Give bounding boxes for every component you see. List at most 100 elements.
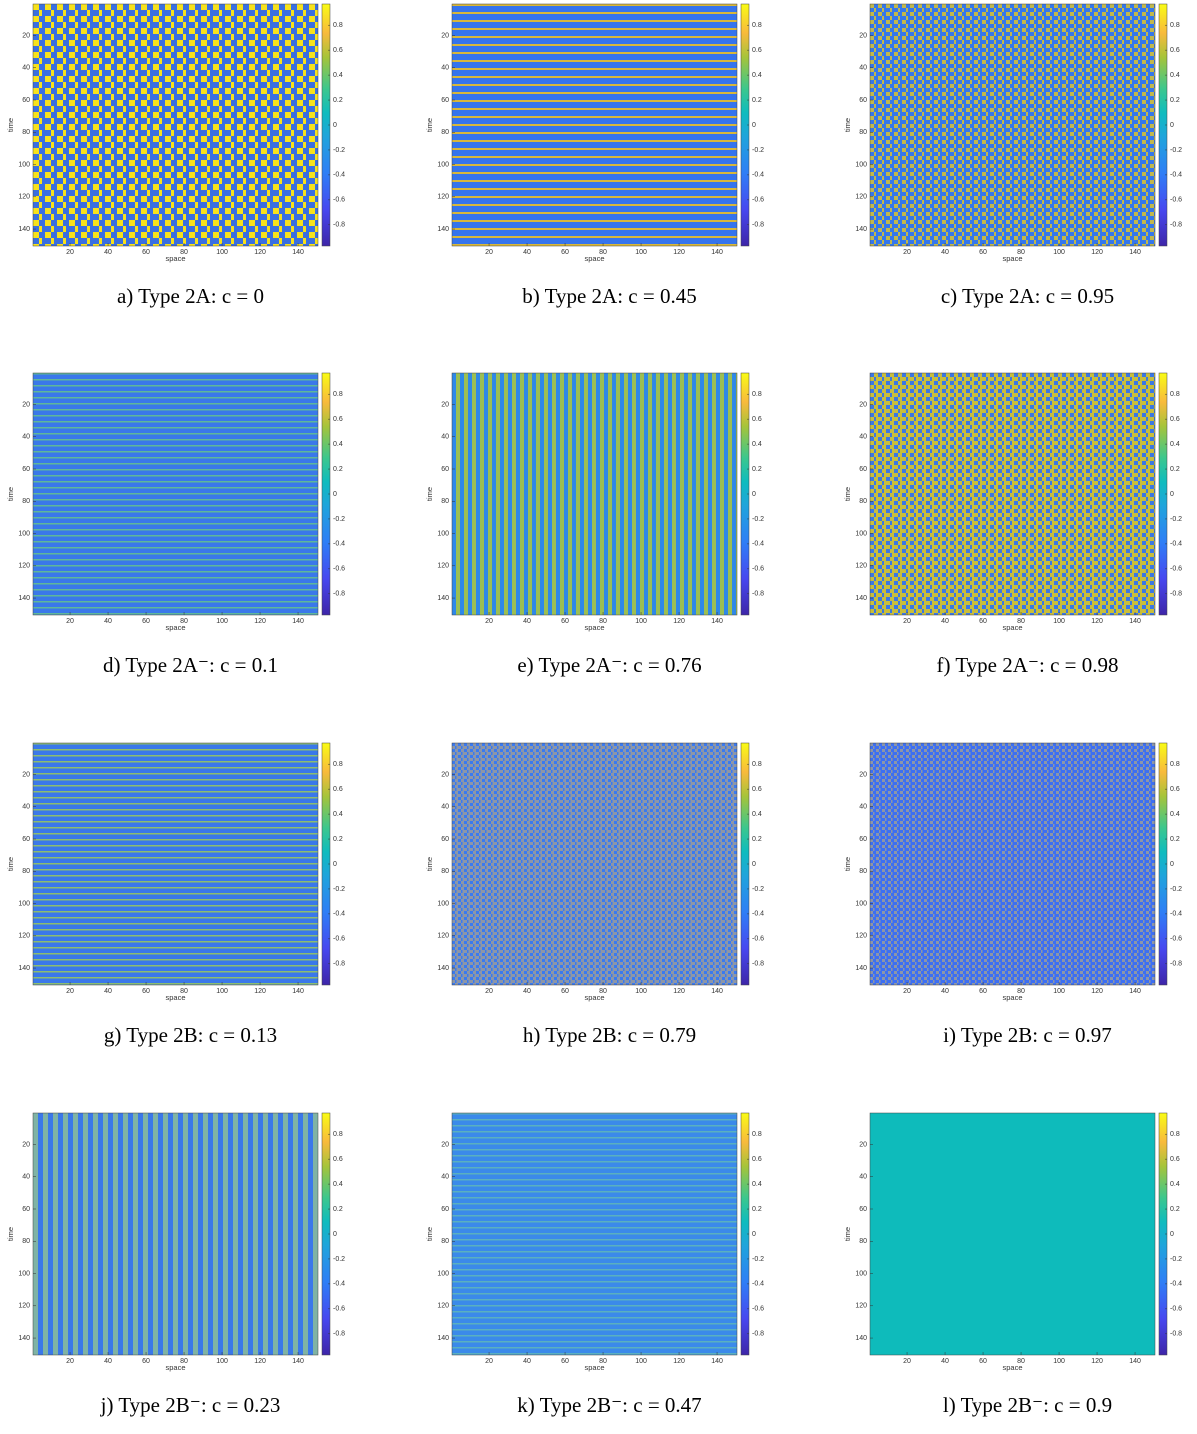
y-tick-label: 20	[441, 771, 449, 778]
x-tick-label: 120	[254, 618, 266, 625]
x-tick-label: 80	[1017, 249, 1025, 256]
colorbar-tick-label: 0.8	[1170, 22, 1180, 29]
x-tick-label: 140	[292, 1358, 304, 1365]
x-axis-label: space	[584, 1363, 604, 1372]
caption: i) Type 2B: c = 0.97	[943, 1023, 1112, 1047]
x-tick-label: 100	[635, 618, 647, 625]
x-tick-label: 140	[292, 988, 304, 995]
colorbar-tick-label: -0.4	[752, 1281, 764, 1288]
y-axis-label: time	[425, 118, 434, 132]
y-tick-label: 100	[855, 530, 867, 537]
x-tick-label: 120	[1091, 249, 1103, 256]
x-tick-label: 40	[941, 988, 949, 995]
y-tick-label: 80	[22, 1238, 30, 1245]
y-axis-label: time	[6, 487, 15, 501]
colorbar-tick-label: -0.6	[752, 1306, 764, 1313]
x-tick-label: 20	[903, 249, 911, 256]
x-axis-label: space	[165, 254, 185, 263]
caption: h) Type 2B: c = 0.79	[523, 1023, 696, 1047]
colorbar-tick-label: -0.8	[333, 222, 345, 229]
colorbar-tick-label: -0.4	[752, 541, 764, 548]
y-tick-label: 40	[441, 1174, 449, 1181]
x-tick-label: 120	[673, 988, 685, 995]
x-tick-label: 60	[979, 618, 987, 625]
colorbar-tick-label: -0.2	[333, 516, 345, 523]
colorbar-tick-label: 0	[1170, 122, 1174, 129]
heatmap	[32, 742, 319, 986]
colorbar-tick-label: 0.2	[752, 97, 762, 104]
colorbar-tick-label: 0	[752, 1231, 756, 1238]
x-tick-label: 80	[180, 1358, 188, 1365]
y-tick-label: 120	[855, 1303, 867, 1310]
x-tick-label: 60	[142, 618, 150, 625]
colorbar-tick-label: 0.8	[1170, 761, 1180, 768]
colorbar-tick-label: 0.4	[333, 72, 343, 79]
y-tick-label: 40	[859, 1174, 867, 1181]
colorbar-tick-label: 0.4	[333, 441, 343, 448]
x-tick-label: 40	[941, 618, 949, 625]
colorbar-tick-label: -0.8	[752, 1331, 764, 1338]
colorbar-tick-label: 0.8	[1170, 391, 1180, 398]
y-tick-label: 100	[437, 1270, 449, 1277]
x-tick-label: 100	[1053, 988, 1065, 995]
colorbar-tick-label: -0.4	[1170, 172, 1182, 179]
y-tick-label: 40	[441, 65, 449, 72]
x-tick-label: 140	[1129, 1358, 1141, 1365]
y-tick-label: 40	[859, 434, 867, 441]
caption: a) Type 2A: c = 0	[117, 284, 264, 308]
colorbar-tick-label: -0.8	[333, 591, 345, 598]
caption: b) Type 2A: c = 0.45	[522, 284, 696, 308]
colorbar-tick-label: 0.6	[333, 786, 343, 793]
y-tick-label: 40	[22, 1174, 30, 1181]
colorbar-tick-label: -0.6	[333, 936, 345, 943]
x-tick-label: 80	[180, 249, 188, 256]
heatmap	[32, 3, 319, 247]
x-tick-label: 40	[941, 1358, 949, 1365]
y-axis-label: time	[843, 487, 852, 501]
colorbar-tick-label: -0.6	[1170, 1306, 1182, 1313]
caption: k) Type 2B⁻: c = 0.47	[517, 1393, 701, 1417]
colorbar-tick-label: -0.4	[1170, 911, 1182, 918]
y-tick-label: 140	[18, 965, 30, 972]
y-tick-label: 80	[859, 129, 867, 136]
y-axis-label: time	[843, 857, 852, 871]
colorbar-tick-label: 0.2	[1170, 97, 1180, 104]
colorbar-tick-label: 0.4	[752, 811, 762, 818]
x-tick-label: 100	[216, 618, 228, 625]
x-tick-label: 40	[523, 618, 531, 625]
x-tick-label: 80	[180, 618, 188, 625]
x-axis-label: space	[165, 623, 185, 632]
y-tick-label: 20	[859, 771, 867, 778]
y-tick-label: 120	[437, 194, 449, 201]
colorbar-tick-label: 0	[1170, 1231, 1174, 1238]
y-tick-label: 80	[441, 1238, 449, 1245]
y-tick-label: 60	[22, 97, 30, 104]
caption: j) Type 2B⁻: c = 0.23	[100, 1393, 281, 1417]
x-tick-label: 40	[104, 988, 112, 995]
colorbar-tick-label: -0.8	[1170, 961, 1182, 968]
colorbar-tick-label: -0.6	[333, 566, 345, 573]
y-tick-label: 80	[22, 868, 30, 875]
x-tick-label: 100	[1053, 1358, 1065, 1365]
y-tick-label: 120	[855, 563, 867, 570]
y-tick-label: 40	[22, 65, 30, 72]
y-tick-label: 140	[18, 595, 30, 602]
colorbar-tick-label: 0.6	[1170, 47, 1180, 54]
x-axis-label: space	[584, 993, 604, 1002]
y-tick-label: 140	[855, 965, 867, 972]
colorbar-tick-label: 0.2	[333, 466, 343, 473]
y-tick-label: 20	[859, 1141, 867, 1148]
x-tick-label: 100	[635, 249, 647, 256]
y-tick-label: 140	[18, 1335, 30, 1342]
y-tick-label: 40	[441, 434, 449, 441]
y-tick-label: 40	[441, 804, 449, 811]
colorbar-tick-label: -0.6	[1170, 566, 1182, 573]
colorbar-tick-label: 0.6	[333, 1156, 343, 1163]
y-tick-label: 60	[859, 836, 867, 843]
x-tick-label: 60	[142, 988, 150, 995]
x-tick-label: 20	[66, 988, 74, 995]
x-tick-label: 20	[903, 618, 911, 625]
x-axis-label: space	[165, 1363, 185, 1372]
colorbar-tick-label: -0.8	[333, 1331, 345, 1338]
colorbar-tick-label: 0.8	[333, 391, 343, 398]
